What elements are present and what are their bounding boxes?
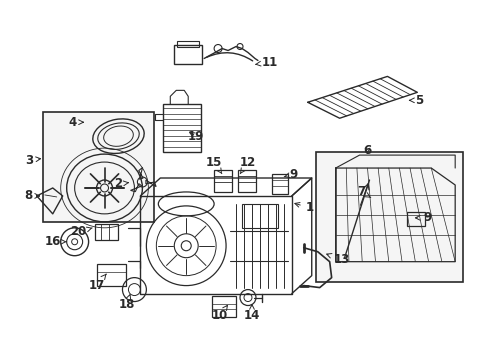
Bar bbox=[94, 224, 118, 240]
Bar bbox=[177, 41, 199, 46]
Text: 17: 17 bbox=[88, 274, 106, 292]
Text: 12: 12 bbox=[240, 156, 256, 174]
Text: 1: 1 bbox=[294, 201, 313, 215]
Text: 14: 14 bbox=[244, 305, 260, 322]
Text: 15: 15 bbox=[205, 156, 222, 174]
Text: 11: 11 bbox=[255, 56, 278, 69]
Bar bbox=[212, 296, 236, 318]
Bar bbox=[96, 264, 126, 285]
Text: 13: 13 bbox=[326, 253, 349, 266]
Bar bbox=[163, 104, 201, 152]
Text: 9: 9 bbox=[284, 167, 297, 180]
Text: 6: 6 bbox=[363, 144, 371, 157]
Text: 16: 16 bbox=[44, 235, 66, 248]
Text: 2: 2 bbox=[114, 177, 128, 190]
Text: 10: 10 bbox=[211, 305, 228, 322]
Bar bbox=[174, 45, 202, 64]
Text: 3: 3 bbox=[25, 154, 41, 167]
Text: 5: 5 bbox=[408, 94, 423, 107]
Text: 20: 20 bbox=[70, 225, 92, 238]
Text: 18: 18 bbox=[118, 294, 134, 311]
Text: 9: 9 bbox=[415, 211, 430, 224]
Bar bbox=[271, 174, 287, 194]
Text: 7: 7 bbox=[357, 185, 370, 198]
Text: 8: 8 bbox=[25, 189, 40, 202]
Bar bbox=[407, 212, 425, 226]
Text: 19: 19 bbox=[187, 130, 204, 143]
Bar bbox=[214, 170, 232, 192]
Bar bbox=[242, 204, 277, 228]
Bar bbox=[238, 170, 255, 192]
Bar bbox=[42, 112, 154, 222]
Text: 4: 4 bbox=[68, 116, 83, 129]
Bar bbox=[315, 152, 462, 282]
